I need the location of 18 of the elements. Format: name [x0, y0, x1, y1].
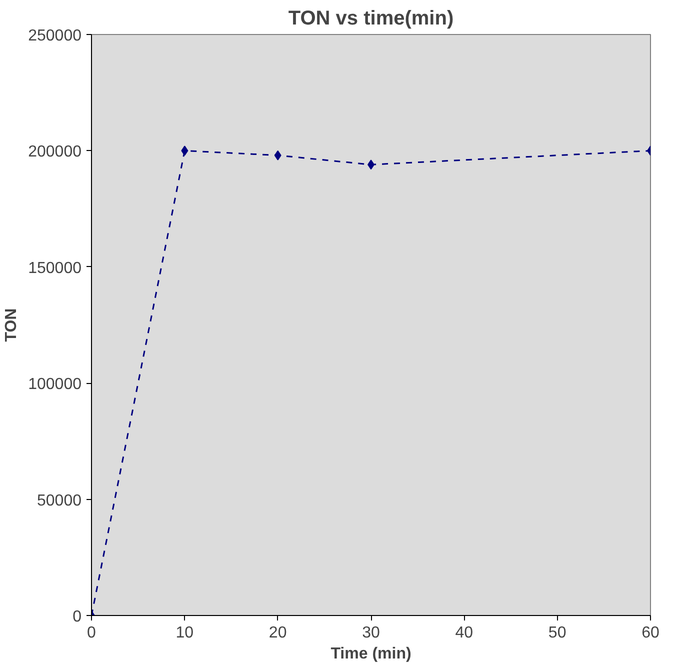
- y-tick-label: 250000: [28, 28, 82, 44]
- chart-title: TON vs time(min): [288, 8, 454, 30]
- y-tick-label: 50000: [37, 492, 82, 510]
- y-tick-label: 150000: [28, 260, 82, 277]
- y-tick-label: 100000: [28, 376, 82, 394]
- x-tick-label: 20: [268, 624, 287, 642]
- x-tick-label: 0: [87, 624, 96, 642]
- point: [181, 146, 188, 156]
- x-tick-label: 50: [548, 624, 566, 642]
- y-tick-label: 200000: [28, 144, 82, 161]
- x-tick-label: 30: [362, 624, 380, 642]
- point: [274, 150, 282, 160]
- x-tick-label: 60: [642, 624, 660, 642]
- y-tick-label: 0: [72, 608, 82, 626]
- x-tick-label: 10: [176, 624, 194, 642]
- x-tick-label: 40: [455, 624, 474, 642]
- x-axis-title: Time (min): [330, 646, 412, 662]
- y-axis-title: TON: [3, 308, 20, 342]
